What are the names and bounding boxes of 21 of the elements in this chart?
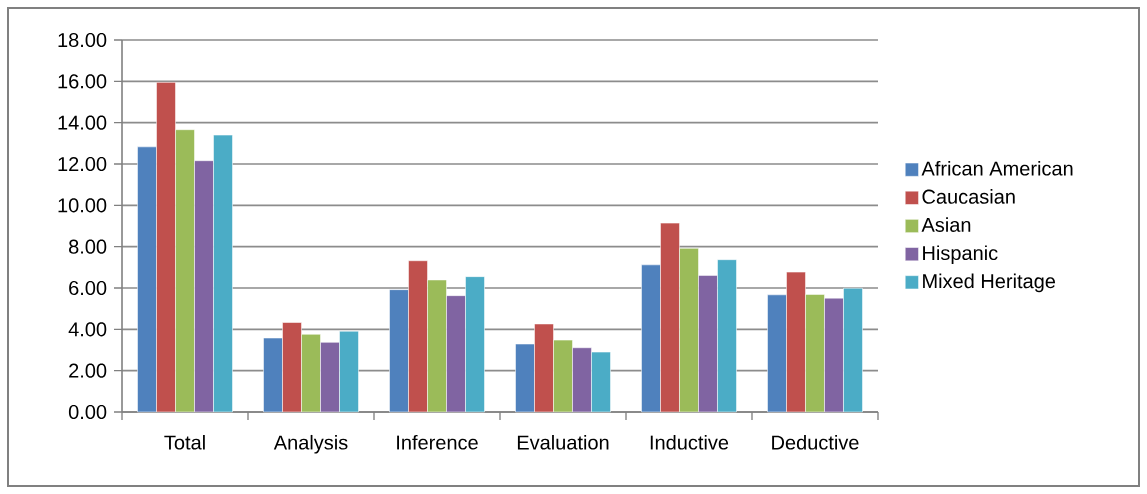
- x-tick-label: Total: [164, 434, 205, 450]
- legend-label: Mixed Heritage: [923, 273, 1056, 293]
- y-tick-label: 16.00: [58, 74, 107, 89]
- x-tick-label: Evaluation: [517, 434, 609, 450]
- x-tick-label: Inference: [397, 434, 478, 450]
- x-tick-label: Inductive: [650, 434, 729, 450]
- x-tick-label: Analysis: [273, 434, 348, 454]
- legend-label: African American: [921, 160, 1073, 176]
- y-tick-label: 2.00: [69, 363, 107, 378]
- legend-label: Caucasian: [922, 189, 1015, 204]
- y-tick-label: 8.00: [69, 239, 107, 254]
- y-tick-label: 18.00: [58, 32, 107, 48]
- x-tick-label: Deductive: [772, 434, 859, 450]
- y-tick-label: 0.00: [68, 404, 107, 420]
- y-tick-label: 10.00: [58, 198, 107, 213]
- y-tick-label: 12.00: [58, 156, 107, 172]
- legend-label: Hispanic: [923, 245, 998, 265]
- y-tick-label: 4.00: [68, 322, 107, 337]
- legend-label: Asian: [921, 217, 971, 232]
- y-tick-label: 14.00: [58, 115, 107, 130]
- y-tick-label: 6.00: [69, 280, 107, 296]
